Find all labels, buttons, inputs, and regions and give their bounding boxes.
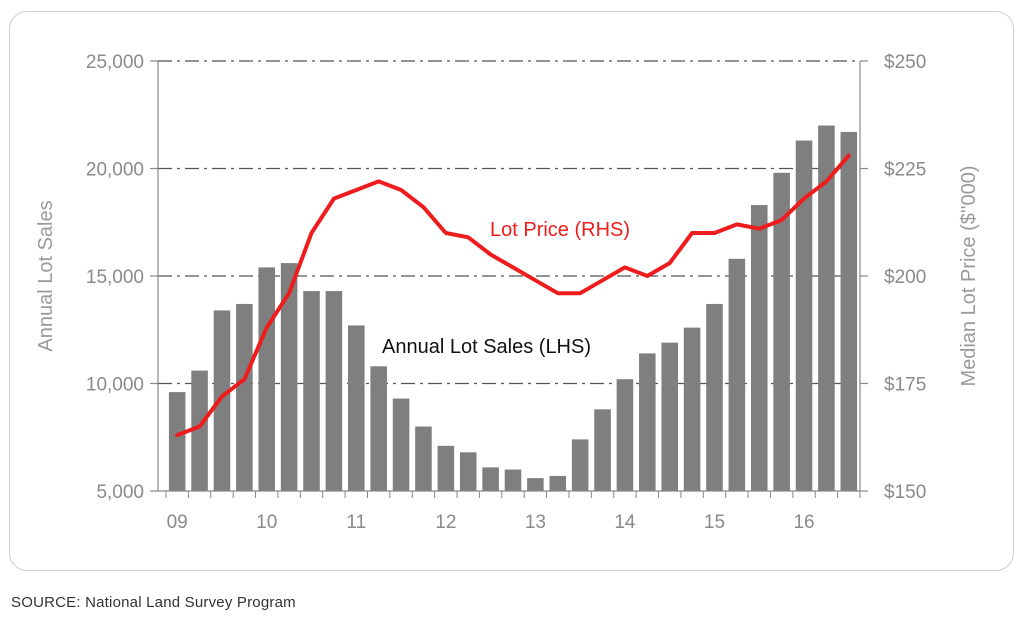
right-axis-title: Median Lot Price ($''000) — [958, 165, 980, 386]
bar — [191, 370, 208, 491]
bar — [773, 172, 790, 492]
bar — [661, 342, 678, 491]
bar — [482, 467, 499, 491]
bar — [639, 353, 656, 491]
bar — [571, 439, 589, 491]
x-tick-label: 14 — [614, 512, 636, 533]
bar — [348, 325, 365, 491]
bar — [303, 291, 320, 491]
right-tick-label: $250 — [884, 52, 926, 73]
series-label-lot-sales: Annual Lot Sales (LHS) — [382, 336, 591, 358]
bar — [840, 131, 858, 491]
bar — [459, 452, 477, 491]
source-note: SOURCE: National Land Survey Program — [11, 594, 296, 611]
left-tick-label: 25,000 — [86, 52, 144, 73]
x-tick-label: 09 — [167, 512, 188, 533]
bar — [437, 445, 455, 491]
x-tick-label: 13 — [525, 512, 546, 533]
bar — [370, 366, 387, 491]
left-tick-label: 20,000 — [86, 160, 144, 181]
axes — [150, 60, 868, 498]
bar — [549, 475, 567, 491]
left-tick-label: 5,000 — [96, 482, 144, 503]
bar — [236, 303, 253, 491]
x-tick-label: 12 — [435, 512, 456, 533]
left-tick-label: 10,000 — [86, 375, 144, 396]
axis-labels: 5,000 10,000 15,000 20,000 25,000 $150 $175 $20… — [35, 52, 980, 533]
bar — [213, 310, 231, 491]
right-tick-label: $150 — [884, 482, 926, 503]
bar — [258, 267, 276, 491]
x-tick-label: 15 — [704, 512, 725, 533]
bar — [280, 263, 298, 491]
bar-series — [168, 125, 858, 492]
right-tick-label: $225 — [884, 160, 926, 181]
bar — [527, 478, 544, 491]
bar — [706, 303, 723, 491]
series-label-lot-price: Lot Price (RHS) — [490, 219, 630, 241]
bar — [415, 426, 432, 491]
bar — [683, 327, 701, 491]
left-axis-title: Annual Lot Sales — [35, 200, 57, 351]
x-tick-label: 10 — [256, 512, 277, 533]
bar — [795, 140, 813, 492]
bar — [818, 125, 835, 491]
bar — [504, 469, 522, 491]
bar — [594, 409, 611, 491]
right-tick-label: $175 — [884, 375, 926, 396]
lot-price-line — [175, 153, 851, 438]
bar — [168, 392, 186, 491]
bar — [728, 258, 746, 491]
right-tick-label: $200 — [884, 267, 926, 288]
chart: 5,000 10,000 15,000 20,000 25,000 $150 $175 $20… — [35, 52, 980, 533]
x-tick-label: 16 — [793, 512, 814, 533]
bar — [750, 205, 768, 492]
bar — [325, 291, 343, 491]
bar — [616, 379, 634, 491]
left-tick-label: 15,000 — [86, 267, 144, 288]
line-series — [175, 153, 851, 438]
x-tick-label: 11 — [346, 512, 366, 533]
bar — [392, 398, 410, 491]
